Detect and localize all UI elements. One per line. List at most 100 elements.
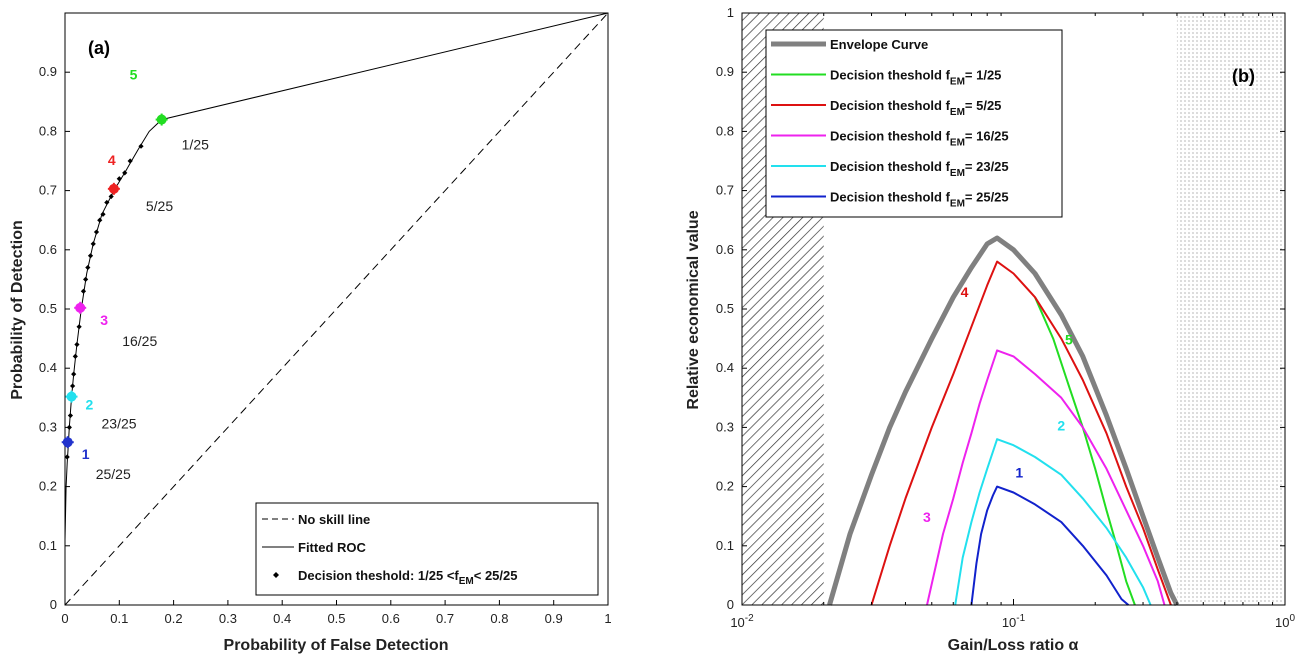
roc-point-number-3: 3 bbox=[100, 312, 108, 328]
roc-y-tick-label: 0.7 bbox=[39, 183, 57, 198]
roc-y-tick-label: 0.2 bbox=[39, 479, 57, 494]
roc-highlight-layer: 1 25/25 2 23/25 3 16/25 4 5/25 5 1/25 bbox=[61, 67, 209, 482]
roc-threshold-marker bbox=[64, 454, 70, 460]
rev-legend-box bbox=[765, 29, 1063, 218]
roc-threshold-marker bbox=[90, 241, 96, 247]
rev-legend-label-tail: = 23/25 bbox=[965, 159, 1009, 174]
roc-threshold-marker bbox=[80, 288, 87, 294]
rev-legend-label-main: Decision theshold f bbox=[830, 190, 951, 205]
rev-legend-label: Decision theshold fEM= 16/25 bbox=[830, 129, 1009, 149]
roc-threshold-marker bbox=[74, 341, 80, 348]
roc-threshold-marker bbox=[97, 217, 103, 223]
rev-legend-label-sub: EM bbox=[950, 199, 965, 210]
rev-legend-label-main: Decision theshold f bbox=[830, 68, 951, 83]
rev-curve-number-5: 5 bbox=[1065, 332, 1073, 348]
rev-legend-label-tail: = 1/25 bbox=[965, 68, 1002, 83]
rev-y-tick-label: 1 bbox=[727, 5, 734, 20]
rev-curve-threshold-3 bbox=[926, 349, 1166, 606]
rev-legend-label-main: Decision theshold f bbox=[830, 98, 951, 113]
roc-y-ticks: 0 0.1 0.2 0.3 0.4 0.5 0.6 0.7 0.8 0.9 bbox=[39, 64, 70, 612]
rev-curve-number-1: 1 bbox=[1015, 465, 1023, 481]
rev-x-tick-label: 10-1 bbox=[1002, 613, 1026, 630]
rev-x-tick-base: 10 bbox=[1275, 615, 1289, 630]
roc-y-tick-label: 0.1 bbox=[39, 538, 57, 553]
rev-legend-label-sub: EM bbox=[950, 107, 965, 118]
roc-point-threshold-4: 5/25 bbox=[146, 198, 173, 214]
legend-threshold-sub: EM bbox=[459, 576, 474, 587]
roc-x-tick-label: 0.3 bbox=[219, 611, 237, 626]
rev-legend-label: Decision theshold fEM= 25/25 bbox=[830, 190, 1009, 210]
roc-threshold-marker bbox=[83, 276, 89, 282]
rev-y-axis-label: Relative economical value bbox=[685, 210, 702, 409]
rev-y-ticks: 0 0.1 0.2 0.3 0.4 0.5 0.6 0.7 0.8 0.9 1 bbox=[716, 5, 1285, 612]
rev-x-axis-label: Gain/Loss ratio α bbox=[948, 637, 1079, 654]
roc-x-tick-label: 0.2 bbox=[165, 611, 183, 626]
rev-legend-label: Envelope Curve bbox=[830, 37, 928, 52]
fitted-roc-line bbox=[64, 12, 609, 540]
rev-legend-label-sub: EM bbox=[950, 168, 965, 179]
legend-threshold-label: Decision theshold: 1/25 <fEM< 25/25 bbox=[298, 568, 518, 587]
rev-y-tick-label: 0 bbox=[727, 597, 734, 612]
roc-threshold-marker bbox=[104, 199, 110, 206]
roc-y-tick-label: 0 bbox=[50, 597, 57, 612]
roc-y-tick-label: 0.5 bbox=[39, 301, 57, 316]
rev-curve-number-2: 2 bbox=[1057, 417, 1065, 433]
roc-threshold-marker bbox=[76, 324, 82, 330]
roc-point-number-2: 2 bbox=[86, 397, 94, 413]
rev-legend-label-main: Envelope Curve bbox=[830, 37, 928, 52]
roc-point-threshold-3: 16/25 bbox=[122, 333, 157, 349]
roc-panel-label: (a) bbox=[88, 38, 110, 58]
legend-threshold-marker-icon bbox=[273, 572, 279, 578]
rev-y-tick-label: 0.7 bbox=[716, 183, 734, 198]
roc-x-tick-label: 0.7 bbox=[436, 611, 454, 626]
rev-curve-number-3: 3 bbox=[923, 509, 931, 525]
roc-y-tick-label: 0.8 bbox=[39, 123, 57, 138]
roc-threshold-marker bbox=[85, 264, 91, 271]
roc-threshold-marker bbox=[127, 158, 133, 164]
rev-y-tick-label: 0.9 bbox=[716, 64, 734, 79]
roc-x-axis-label: Probability of False Detection bbox=[224, 637, 449, 654]
rev-legend-label-tail: = 5/25 bbox=[965, 98, 1002, 113]
roc-legend: No skill line Fitted ROC Decision thesho… bbox=[255, 502, 599, 596]
rev-y-tick-label: 0.5 bbox=[716, 301, 734, 316]
rev-legend-label: Decision theshold fEM= 23/25 bbox=[830, 159, 1009, 179]
roc-threshold-marker bbox=[100, 211, 106, 217]
rev-legend-label: Decision theshold fEM= 5/25 bbox=[830, 98, 1001, 118]
roc-x-tick-label: 0.8 bbox=[490, 611, 508, 626]
rev-y-tick-label: 0.8 bbox=[716, 123, 734, 138]
rev-x-tick-label: 10-2 bbox=[730, 613, 754, 630]
roc-threshold-marker bbox=[138, 143, 144, 149]
legend-threshold-tail: < 25/25 bbox=[474, 568, 518, 583]
roc-point-number-4: 4 bbox=[108, 152, 116, 168]
rev-legend-label-tail: = 16/25 bbox=[965, 129, 1009, 144]
rev-legend-label-tail: = 25/25 bbox=[965, 190, 1009, 205]
rev-y-tick-label: 0.1 bbox=[716, 538, 734, 553]
roc-threshold-marker bbox=[70, 383, 76, 389]
roc-threshold-marker bbox=[122, 170, 128, 176]
rev-legend-label-sub: EM bbox=[950, 77, 965, 88]
rev-curve-threshold-4 bbox=[954, 438, 1152, 606]
roc-x-ticks: 0 0.1 0.2 0.3 0.4 0.5 0.6 0.7 0.8 0.9 1 bbox=[61, 600, 612, 626]
roc-x-tick-label: 1 bbox=[604, 611, 611, 626]
rev-curve-threshold-1 bbox=[1034, 296, 1136, 606]
rev-x-tick-base: 10 bbox=[1002, 615, 1016, 630]
roc-x-tick-label: 0.1 bbox=[110, 611, 128, 626]
roc-point-threshold-2: 23/25 bbox=[102, 416, 137, 432]
legend-fitted-roc-label: Fitted ROC bbox=[298, 540, 366, 555]
no-skill-line bbox=[64, 12, 609, 606]
rev-x-tick-exp: 0 bbox=[1289, 613, 1295, 624]
rev-legend-label-main: Decision theshold f bbox=[830, 159, 951, 174]
rev-panel-label: (b) bbox=[1232, 66, 1255, 86]
roc-x-tick-label: 0.6 bbox=[382, 611, 400, 626]
roc-point-threshold-1: 25/25 bbox=[96, 466, 131, 482]
roc-threshold-marker bbox=[72, 353, 78, 359]
rev-curve-threshold-5 bbox=[970, 485, 1130, 606]
roc-threshold-marker bbox=[71, 371, 77, 377]
roc-x-tick-label: 0.4 bbox=[273, 611, 291, 626]
roc-legend-box bbox=[255, 502, 599, 596]
roc-x-tick-label: 0 bbox=[61, 611, 68, 626]
roc-y-axis-label: Probability of Detection bbox=[9, 220, 26, 400]
roc-y-tick-label: 0.9 bbox=[39, 64, 57, 79]
